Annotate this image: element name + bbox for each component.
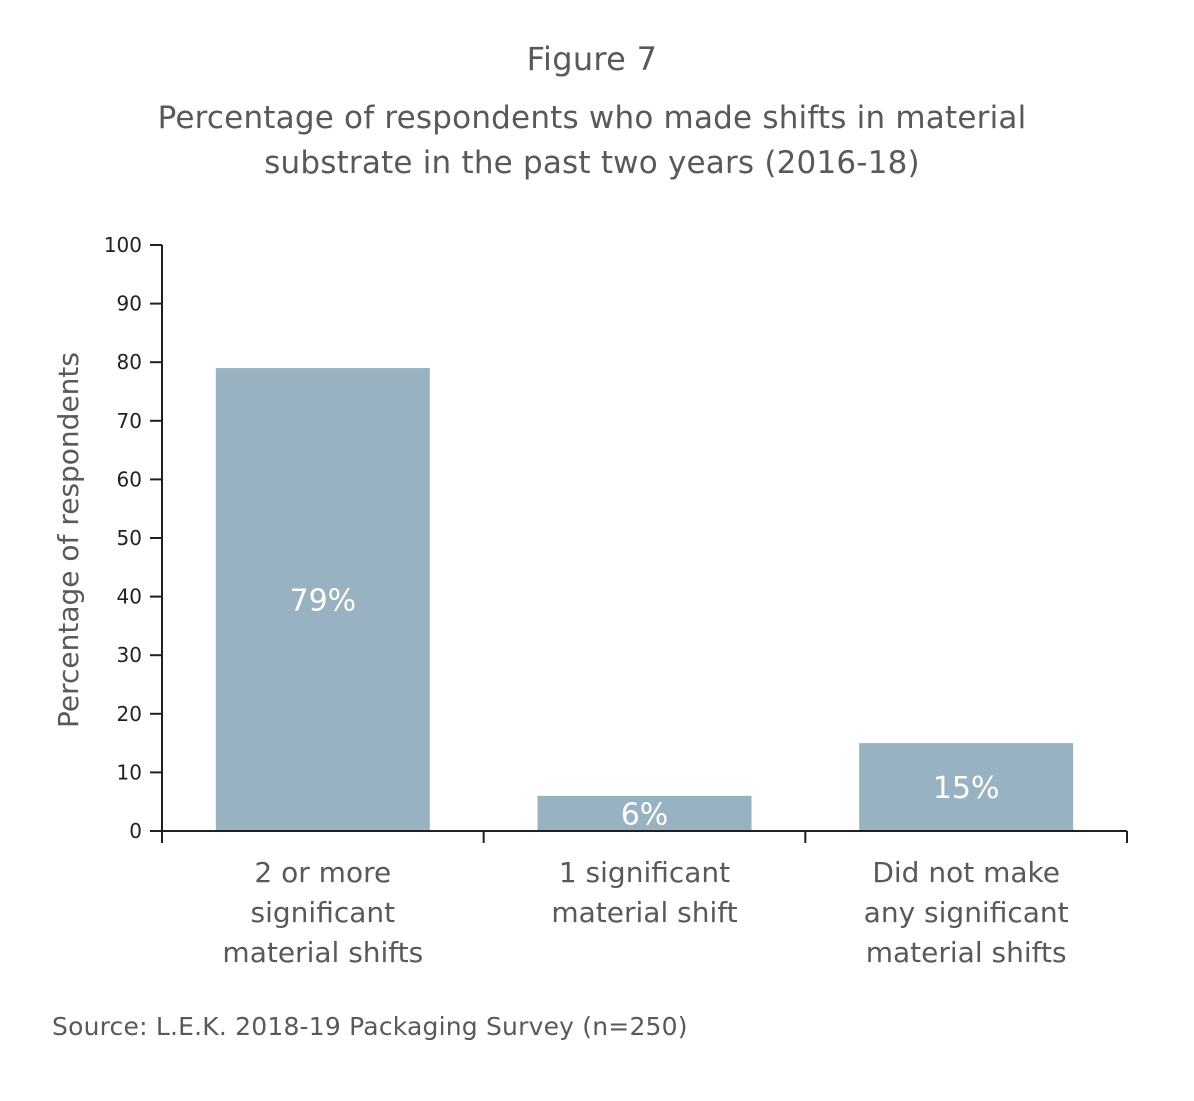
x-tick-label: 2 or more significant material shifts: [222, 856, 423, 969]
x-tick-label-line: material shifts: [222, 936, 423, 969]
y-tick-label: 50: [117, 526, 142, 550]
x-tick-label: 1 significant material shift: [551, 856, 737, 929]
y-tick-label: 100: [104, 233, 142, 257]
labels-layer: 2 or more significant material shifts 1 sig…: [222, 584, 1068, 969]
chart-title: Percentage of respondents who made shift…: [157, 100, 1027, 181]
bars-layer: [215, 368, 1074, 831]
bar: [215, 368, 430, 831]
x-tick-label-line: material shift: [551, 896, 737, 929]
source-note: Source: L.E.K. 2018-19 Packaging Survey …: [52, 1012, 688, 1041]
bar: [859, 743, 1074, 831]
y-tick-label: 10: [117, 760, 142, 784]
data-label: 79%: [289, 584, 356, 619]
y-tick-label: 60: [117, 467, 142, 491]
x-tick-label-line: significant: [251, 896, 396, 929]
y-tick-label: 30: [117, 643, 142, 667]
x-tick-label: Did not make any significant material shif…: [864, 856, 1069, 969]
x-tick-label-line: 1 significant: [559, 856, 730, 889]
bar: [537, 795, 752, 831]
x-tick-label-line: Did not make: [872, 856, 1060, 889]
axes-layer: 0 10 20 30 40 50 60 70 80 90 100: [104, 233, 1128, 843]
x-tick-label-line: 2 or more: [254, 856, 391, 889]
data-label: 15%: [933, 771, 1000, 806]
y-tick-label: 40: [117, 585, 142, 609]
y-tick-label: 0: [129, 819, 142, 843]
x-tick-label-line: any significant: [864, 896, 1069, 929]
y-axis-label: Percentage of respondents: [52, 352, 85, 728]
data-label: 6%: [621, 797, 669, 832]
x-tick-label-line: material shifts: [866, 936, 1067, 969]
y-tick-label: 80: [117, 350, 142, 374]
y-tick-label: 70: [117, 409, 142, 433]
figure-label: Figure 7: [526, 40, 658, 78]
y-tick-label: 90: [117, 292, 142, 316]
y-tick-label: 20: [117, 702, 142, 726]
